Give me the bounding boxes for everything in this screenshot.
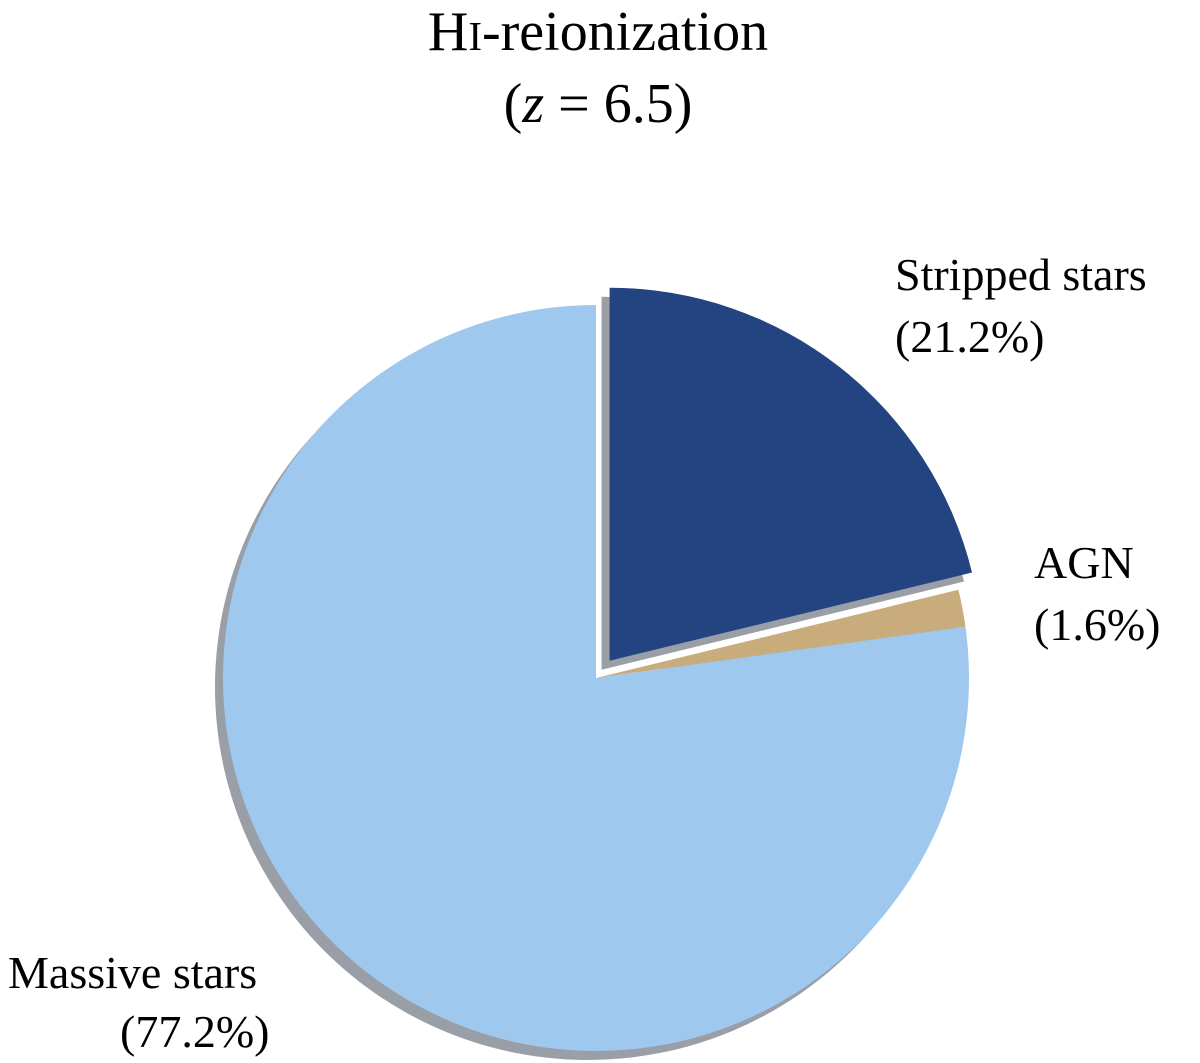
label-agn: AGN	[1034, 537, 1134, 588]
slice-stripped-stars	[609, 287, 973, 661]
slices	[223, 287, 973, 1051]
label-stripped-stars: Stripped stars	[895, 249, 1147, 300]
value-stripped-stars: (21.2%)	[895, 311, 1044, 362]
value-massive-stars: (77.2%)	[120, 1006, 269, 1057]
label-massive-stars: Massive stars	[8, 947, 257, 998]
slice-massive-stars	[223, 305, 970, 1051]
chart-title: HI-reionization	[428, 1, 768, 63]
value-agn: (1.6%)	[1034, 599, 1160, 650]
slice-agn	[596, 589, 966, 678]
chart-subtitle: (z = 6.5)	[504, 73, 693, 135]
